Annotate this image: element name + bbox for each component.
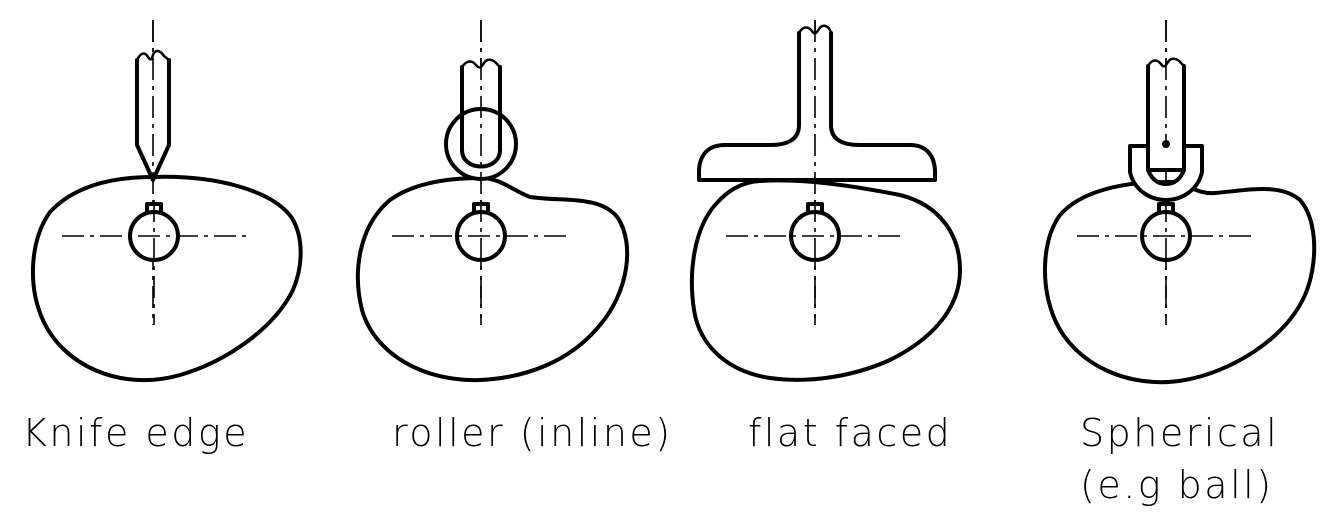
flat-cam bbox=[689, 178, 962, 382]
knife-edge-group bbox=[31, 20, 303, 383]
knife-follower-break bbox=[135, 49, 171, 62]
knife-cam bbox=[31, 174, 303, 383]
spherical-cup bbox=[1128, 144, 1204, 202]
spherical-cam bbox=[1042, 179, 1317, 385]
roller-group bbox=[355, 20, 630, 383]
flat-follower-break bbox=[797, 24, 833, 35]
spherical-label-line2: (e.g ball) bbox=[1080, 463, 1274, 507]
spherical-group bbox=[1042, 20, 1317, 385]
roller-cam bbox=[355, 176, 630, 383]
roller-label: roller (inline) bbox=[392, 411, 673, 455]
knife-follower bbox=[135, 58, 171, 182]
knife-edge-label: Knife edge bbox=[22, 411, 249, 455]
spherical-label-line1: Spherical bbox=[1080, 411, 1279, 455]
spherical-ball-center-dot bbox=[1162, 140, 1170, 148]
roller-fork-inner bbox=[460, 98, 502, 169]
flat-faced-label: flat faced bbox=[748, 411, 952, 455]
flat-follower bbox=[697, 31, 937, 182]
flat-faced-group bbox=[689, 20, 962, 382]
